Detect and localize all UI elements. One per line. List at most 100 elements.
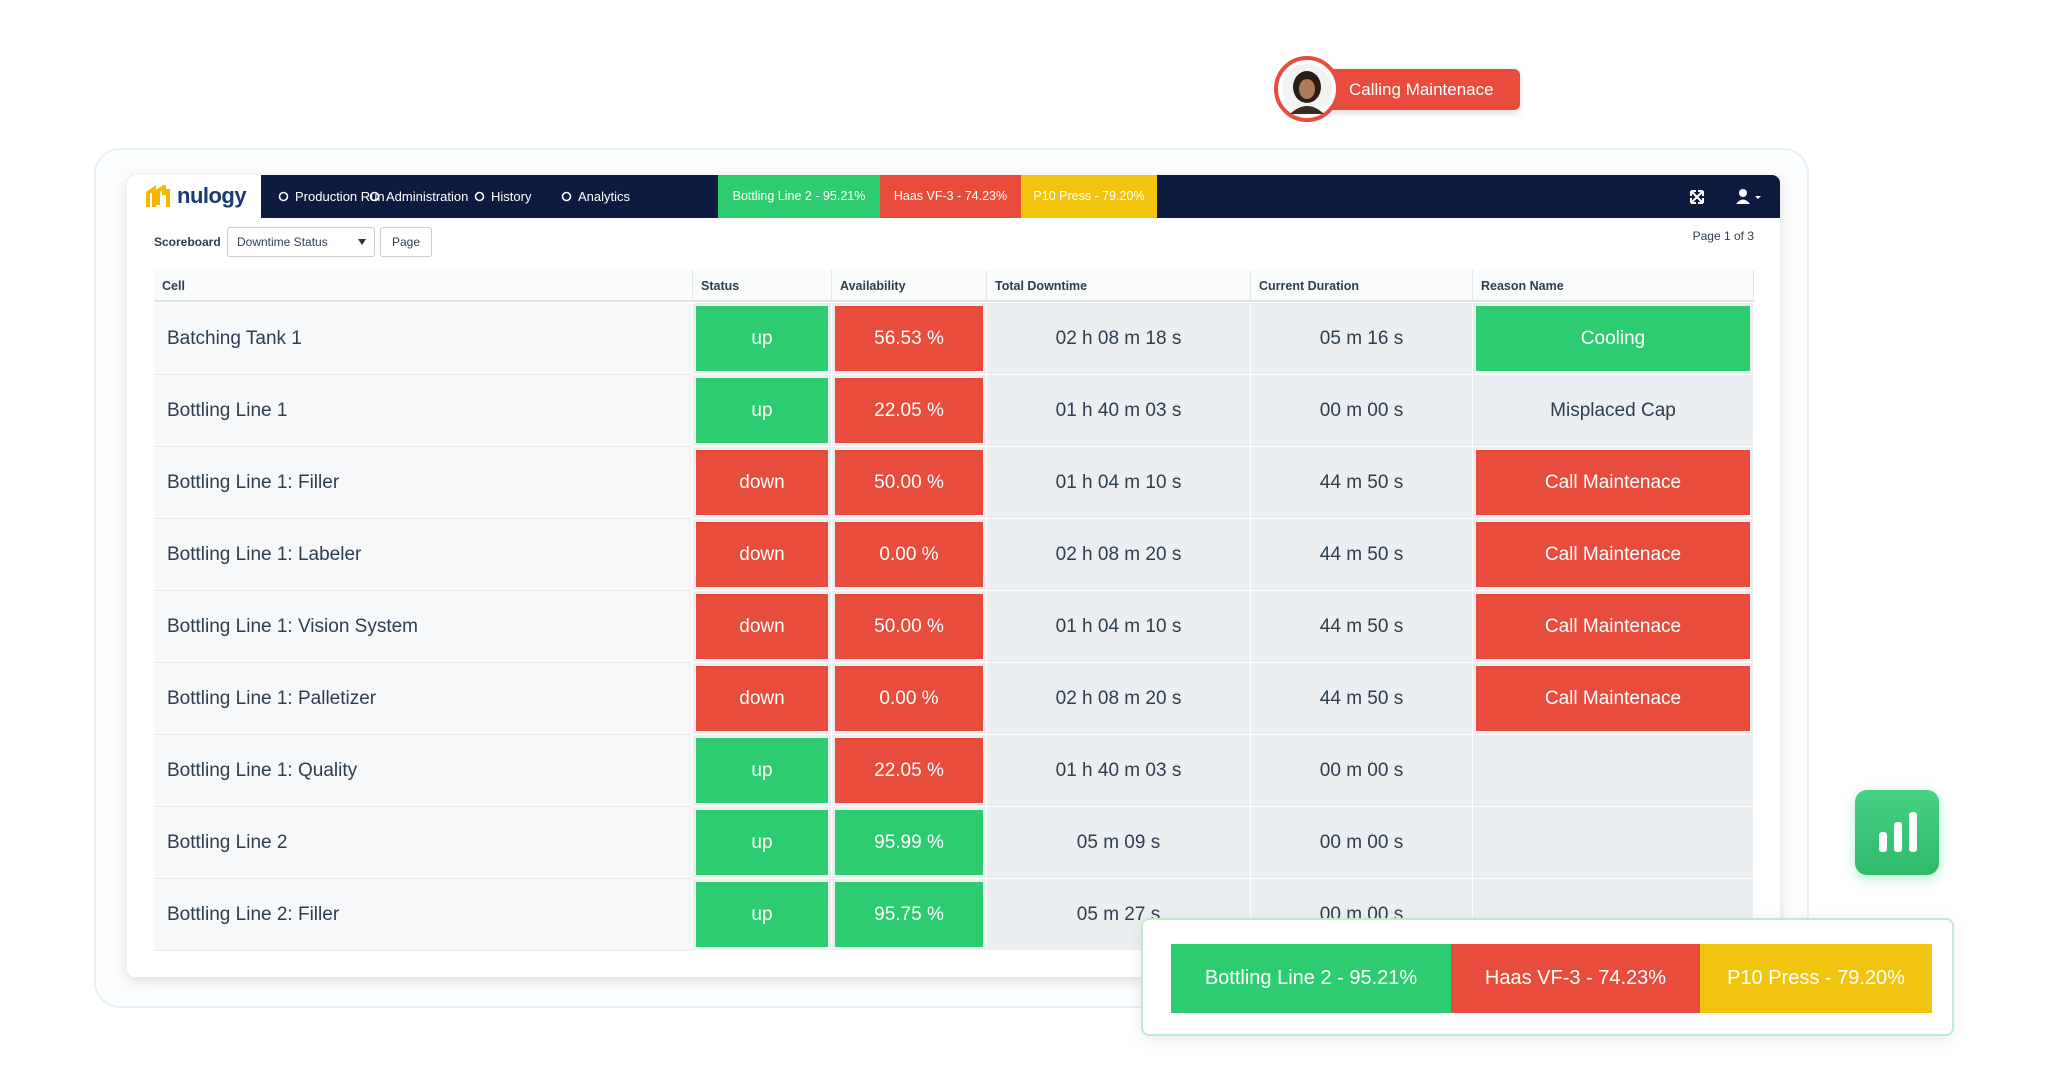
avatar-image — [1282, 64, 1332, 114]
nav-icon — [369, 191, 380, 202]
availability-badge: 56.53 % — [835, 306, 983, 371]
status-badge: up — [696, 306, 828, 371]
availability-badge: 0.00 % — [835, 666, 983, 731]
nav-label: History — [491, 189, 532, 204]
current-duration-text: 00 m 00 s — [1319, 759, 1404, 781]
table-cell: Cooling — [1473, 303, 1754, 375]
nav-item[interactable]: Administration — [369, 175, 468, 218]
table-cell: Misplaced Cap — [1473, 375, 1754, 447]
table-cell — [1473, 807, 1754, 879]
page-button[interactable]: Page — [380, 227, 432, 257]
cell-text: Bottling Line 1: Vision System — [167, 615, 419, 637]
table-cell: up — [693, 375, 832, 447]
reason-badge: Call Maintenace — [1476, 522, 1750, 587]
table-cell: Bottling Line 1: Filler — [154, 447, 693, 519]
table-cell: 00 m 00 s — [1251, 735, 1473, 807]
overlay-badge[interactable]: P10 Press - 79.20% — [1700, 944, 1932, 1013]
table-cell: 01 h 04 m 10 s — [987, 591, 1251, 663]
reason-badge: Call Maintenace — [1476, 450, 1750, 515]
table-cell: down — [693, 663, 832, 735]
availability-badge: 22.05 % — [835, 738, 983, 803]
logo[interactable]: nulogy — [127, 175, 261, 218]
total-downtime-text: 05 m 27 s — [1076, 903, 1161, 925]
table-cell: 44 m 50 s — [1251, 519, 1473, 591]
availability-badge: 95.99 % — [835, 810, 983, 875]
fullscreen-icon[interactable] — [1689, 189, 1705, 205]
status-badge: up — [696, 810, 828, 875]
table-cell: Call Maintenace — [1473, 447, 1754, 519]
column-header: Cell — [154, 270, 693, 302]
nav-item[interactable]: Production Run — [278, 175, 385, 218]
nav-item[interactable]: History — [474, 175, 531, 218]
table-cell: 44 m 50 s — [1251, 591, 1473, 663]
total-downtime-text: 01 h 40 m 03 s — [1055, 759, 1182, 781]
table-cell: 01 h 40 m 03 s — [987, 735, 1251, 807]
total-downtime-text: 01 h 04 m 10 s — [1055, 615, 1182, 637]
scoreboard-select[interactable]: Downtime Status — [227, 227, 375, 257]
bar-icon — [1879, 812, 1917, 852]
nav-label: Analytics — [578, 189, 631, 204]
logo-icon — [146, 185, 170, 207]
availability-badge: 50.00 % — [835, 594, 983, 659]
table-cell: Call Maintenace — [1473, 591, 1754, 663]
table-cell: 56.53 % — [832, 303, 987, 375]
table-cell: Bottling Line 1 — [154, 375, 693, 447]
total-downtime-text: 05 m 09 s — [1076, 831, 1161, 853]
availability-badge: 0.00 % — [835, 522, 983, 587]
table-cell — [1473, 735, 1754, 807]
total-downtime-text: 02 h 08 m 20 s — [1055, 687, 1182, 709]
table-cell: 02 h 08 m 18 s — [987, 303, 1251, 375]
current-duration-text: 44 m 50 s — [1319, 687, 1404, 709]
nav-badge[interactable]: P10 Press - 79.20% — [1021, 175, 1157, 218]
table-cell: 95.99 % — [832, 807, 987, 879]
total-downtime-text: 02 h 08 m 18 s — [1055, 327, 1182, 349]
total-downtime-text: 01 h 04 m 10 s — [1055, 471, 1182, 493]
user-menu[interactable] — [1735, 187, 1763, 207]
nav-badge[interactable]: Bottling Line 2 - 95.21% — [718, 175, 880, 218]
reason-text: Misplaced Cap — [1550, 399, 1676, 421]
current-duration-text: 44 m 50 s — [1319, 615, 1404, 637]
table-cell: Bottling Line 2: Filler — [154, 879, 693, 951]
total-downtime-text: 02 h 08 m 20 s — [1055, 543, 1182, 565]
table-cell: Call Maintenace — [1473, 519, 1754, 591]
table-cell: up — [693, 735, 832, 807]
current-duration-text: 05 m 16 s — [1319, 327, 1404, 349]
cell-text: Bottling Line 2 — [167, 831, 288, 853]
column-header: Status — [693, 270, 832, 302]
scoreboard-label: Scoreboard — [154, 235, 221, 249]
current-duration-text: 00 m 00 s — [1319, 831, 1404, 853]
logo-text: nulogy — [177, 183, 247, 208]
cell-text: Batching Tank 1 — [167, 327, 302, 349]
table-cell: 00 m 00 s — [1251, 807, 1473, 879]
table-cell: 44 m 50 s — [1251, 663, 1473, 735]
table-cell: 01 h 40 m 03 s — [987, 375, 1251, 447]
column-header: Availability — [832, 270, 987, 302]
availability-badge: 50.00 % — [835, 450, 983, 515]
table-cell: down — [693, 447, 832, 519]
cell-text: Bottling Line 1: Palletizer — [167, 687, 377, 709]
status-badge: down — [696, 522, 828, 587]
table-cell: 50.00 % — [832, 447, 987, 519]
table-cell: Bottling Line 1: Palletizer — [154, 663, 693, 735]
overlay-badge[interactable]: Bottling Line 2 - 95.21% — [1171, 944, 1451, 1013]
current-duration-text: 00 m 00 s — [1319, 399, 1404, 421]
nav-icon — [474, 191, 485, 202]
availability-badge: 95.75 % — [835, 882, 983, 947]
analytics-button[interactable] — [1855, 790, 1939, 875]
notification-pill[interactable]: Calling Maintenace — [1319, 69, 1520, 110]
nav-badge[interactable]: Haas VF-3 - 74.23% — [880, 175, 1021, 218]
status-badge: down — [696, 450, 828, 515]
current-duration-text: 44 m 50 s — [1319, 543, 1404, 565]
table-cell: 0.00 % — [832, 663, 987, 735]
table-cell: 22.05 % — [832, 735, 987, 807]
table-cell: down — [693, 591, 832, 663]
reason-badge: Call Maintenace — [1476, 594, 1750, 659]
caret — [358, 239, 366, 245]
nav-item[interactable]: Analytics — [561, 175, 630, 218]
overlay-badge[interactable]: Haas VF-3 - 74.23% — [1451, 944, 1700, 1013]
table-cell: Bottling Line 1: Labeler — [154, 519, 693, 591]
nav-label: Production Run — [295, 189, 385, 204]
total-downtime-text: 01 h 40 m 03 s — [1055, 399, 1182, 421]
reason-badge: Cooling — [1476, 306, 1750, 371]
